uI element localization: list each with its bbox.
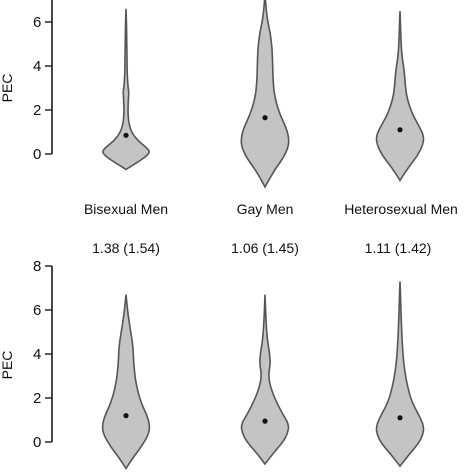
stat-label-heterosexual: 1.11 (1.42) — [365, 240, 432, 256]
top-tick-label-6: 6 — [33, 14, 41, 31]
top-panel: 6 4 2 0 PEC — [0, 0, 425, 189]
top-tick-label-4: 4 — [33, 58, 41, 75]
top-tick-label-0: 0 — [33, 146, 41, 163]
top-tick-label-2: 2 — [33, 102, 41, 119]
bottom-y-axis-label: PEC — [0, 351, 15, 380]
bottom-tick-label-6: 6 — [33, 302, 41, 319]
bottom-tick-label-2: 2 — [33, 390, 41, 407]
bottom-violin-heterosexual — [375, 281, 425, 468]
top-violin-heterosexual — [375, 10, 425, 182]
bottom-median-point-bisexual — [123, 413, 129, 419]
top-median-point-bisexual — [123, 132, 129, 138]
top-median-point-gay — [262, 115, 268, 121]
top-y-axis-label: PEC — [0, 74, 15, 103]
stat-label-bisexual: 1.38 (1.54) — [92, 240, 160, 256]
bottom-tick-label-8: 8 — [33, 258, 41, 275]
bottom-tick-label-0: 0 — [33, 434, 41, 451]
top-violin-gay — [240, 0, 290, 189]
bottom-median-point-gay — [262, 418, 268, 424]
category-label-gay: Gay Men — [237, 201, 294, 217]
top-violin-bisexual — [102, 8, 150, 171]
bottom-violins — [101, 281, 425, 470]
bottom-tick-label-4: 4 — [33, 346, 41, 363]
category-label-heterosexual: Heterosexual Men — [344, 201, 458, 217]
bottom-panel: 8 6 4 2 0 PEC — [0, 258, 425, 470]
top-median-point-heterosexual — [397, 127, 403, 133]
bottom-violin-gay — [240, 294, 290, 466]
category-label-bisexual: Bisexual Men — [84, 201, 168, 217]
stat-label-gay: 1.06 (1.45) — [231, 240, 299, 256]
bottom-violin-bisexual — [101, 294, 151, 470]
bottom-median-point-heterosexual — [397, 415, 403, 421]
top-violins — [102, 0, 425, 189]
